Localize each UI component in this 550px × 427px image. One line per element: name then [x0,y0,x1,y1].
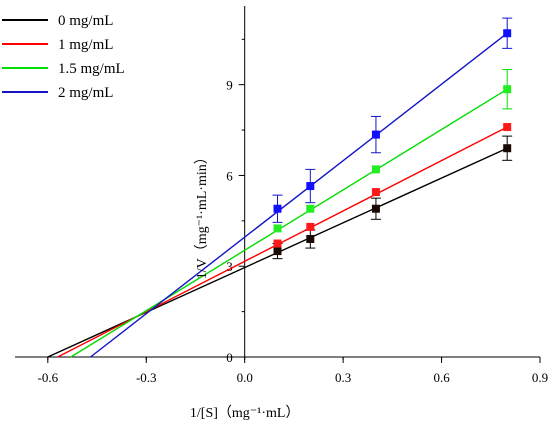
y-tick-label: 3 [226,259,233,274]
fit-line [57,126,508,358]
y-tick-label: 0 [226,350,233,365]
data-point [371,130,380,139]
x-ticks: -0.6 -0.3 0.0 0.3 0.6 0.9 [38,357,548,385]
data-point [306,182,315,191]
y-tick-label: 6 [226,168,233,183]
data-point [306,204,315,213]
x-tick-label: -0.3 [136,370,157,385]
fit-line [70,88,508,358]
x-tick-label: -0.6 [38,370,59,385]
legend: 0 mg/mL 1 mg/mL 1.5 mg/mL 2 mg/mL [2,13,125,101]
data-markers [273,29,512,256]
x-tick-label: 0.6 [433,370,450,385]
data-point [503,85,512,94]
data-point [371,204,380,213]
data-point [273,204,282,213]
legend-label: 2 mg/mL [58,85,113,101]
y-tick-label: 9 [226,78,233,93]
data-point [371,188,380,197]
error-bars [272,17,513,260]
data-point [306,234,315,243]
y-ticks: 0 3 6 9 [226,38,245,365]
data-point [503,29,512,38]
data-point [371,165,380,174]
fit-line [90,32,508,358]
data-point [273,239,282,248]
data-point [503,123,512,132]
legend-label: 1.5 mg/mL [58,61,125,77]
data-point [273,224,282,233]
y-axis-title: 1/V（mg⁻¹·mL·min） [194,150,210,279]
x-tick-label: 0.9 [532,370,548,385]
x-axis-title: 1/[S]（mg⁻¹·mL） [190,405,300,421]
data-point [503,144,512,153]
legend-label: 1 mg/mL [58,37,113,53]
x-tick-label: 0.3 [335,370,351,385]
legend-label: 0 mg/mL [58,13,113,29]
x-tick-label: 0.0 [237,370,253,385]
data-point [273,247,282,256]
data-point [306,222,315,231]
axes: -0.6 -0.3 0.0 0.3 0.6 0.9 0 3 6 9 [15,6,548,385]
